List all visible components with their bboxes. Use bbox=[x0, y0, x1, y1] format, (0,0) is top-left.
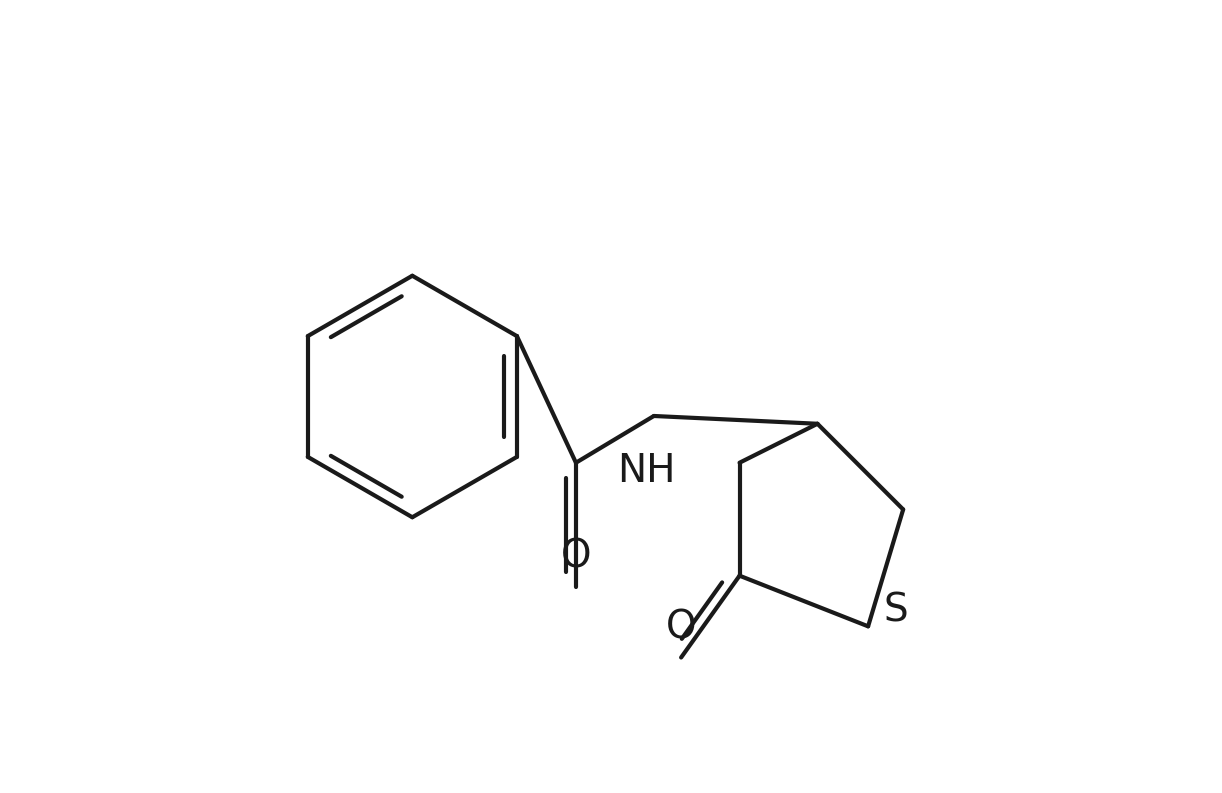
Text: O: O bbox=[666, 609, 697, 647]
Text: S: S bbox=[884, 592, 908, 630]
Text: NH: NH bbox=[617, 451, 676, 489]
Text: O: O bbox=[561, 537, 591, 575]
